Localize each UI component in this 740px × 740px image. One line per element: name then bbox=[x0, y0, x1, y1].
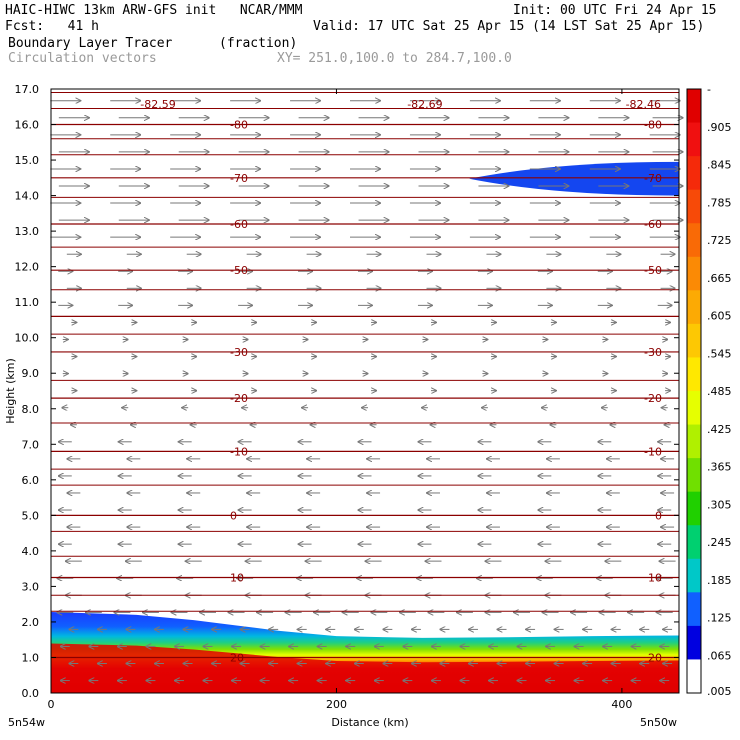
colorbar-swatch bbox=[687, 625, 701, 660]
colorbar-label: .425 bbox=[707, 423, 732, 436]
model-title: HAIC-HIWC 13km ARW-GFS init NCAR/MMM bbox=[5, 3, 303, 18]
isotherm-label: 20 bbox=[230, 651, 244, 664]
y-tick-label: 9.0 bbox=[22, 367, 40, 380]
isotherm-label: -10 bbox=[230, 445, 248, 458]
colorbar-label: .485 bbox=[707, 385, 732, 398]
isotherm-label: -20 bbox=[644, 392, 662, 405]
colorbar-swatch bbox=[687, 458, 701, 493]
colorbar-label: .605 bbox=[707, 310, 732, 323]
colorbar-label: .185 bbox=[707, 574, 732, 587]
colorbar-swatch bbox=[687, 424, 701, 459]
isotherm-label: 10 bbox=[648, 572, 662, 585]
isotherm-label: -70 bbox=[644, 172, 662, 185]
colorbar-label: .065 bbox=[707, 649, 732, 662]
colorbar-label: .905 bbox=[707, 121, 732, 134]
colorbar-swatch bbox=[687, 525, 701, 560]
colorbar-swatch bbox=[687, 558, 701, 593]
colorbar-label: .245 bbox=[707, 536, 732, 549]
plot-frame bbox=[50, 88, 680, 694]
colorbar-swatch bbox=[687, 290, 701, 325]
y-tick-label: 3.0 bbox=[22, 580, 40, 593]
cross-section-xy: XY= 251.0,100.0 to 284.7,100.0 bbox=[277, 51, 512, 66]
colorbar-swatch bbox=[687, 156, 701, 191]
isotherm-label: -50 bbox=[230, 264, 248, 277]
y-tick-label: 5.0 bbox=[22, 509, 40, 522]
colorbar-frame bbox=[686, 88, 702, 694]
forecast-hour: Fcst: 41 h bbox=[5, 19, 99, 34]
isotherm-label: 20 bbox=[648, 651, 662, 664]
minimum-label: -82.46 bbox=[626, 98, 661, 111]
y-tick-label: 11.0 bbox=[15, 296, 40, 309]
colorbar-label: .125 bbox=[707, 612, 732, 625]
y-tick-label: 1.0 bbox=[22, 651, 40, 664]
colorbar-swatch bbox=[687, 89, 701, 124]
isotherm-label: -30 bbox=[644, 346, 662, 359]
colorbar-swatch bbox=[687, 323, 701, 358]
y-tick-label: 4.0 bbox=[22, 545, 40, 558]
x-axis-label: Distance (km) bbox=[331, 716, 408, 729]
isotherm-label: -80 bbox=[644, 119, 662, 132]
colorbar-swatch bbox=[687, 256, 701, 291]
isotherm-label: -20 bbox=[230, 392, 248, 405]
minimum-label: -82.69 bbox=[407, 98, 442, 111]
isotherm-label: -80 bbox=[230, 119, 248, 132]
vector-title: Circulation vectors bbox=[8, 51, 157, 66]
x-tick-label: 200 bbox=[326, 698, 347, 711]
colorbar-swatch bbox=[687, 391, 701, 426]
y-tick-label: 17.0 bbox=[15, 83, 40, 96]
minimum-label: -82.59 bbox=[140, 98, 175, 111]
y-tick-label: 13.0 bbox=[15, 225, 40, 238]
colorbar-label: .725 bbox=[707, 234, 732, 247]
colorbar-swatch bbox=[687, 189, 701, 224]
x-tick-label: 0 bbox=[48, 698, 55, 711]
y-tick-label: 7.0 bbox=[22, 438, 40, 451]
isotherm-label: 0 bbox=[230, 509, 237, 522]
colorbar-label: .305 bbox=[707, 498, 732, 511]
isotherm-label: -50 bbox=[644, 264, 662, 277]
x-right-location: 5n50w bbox=[640, 716, 677, 729]
y-tick-label: 16.0 bbox=[15, 119, 40, 132]
colorbar-label: .005 bbox=[707, 685, 732, 698]
y-tick-label: 8.0 bbox=[22, 403, 40, 416]
y-tick-label: 10.0 bbox=[15, 332, 40, 345]
colorbar-swatch bbox=[687, 491, 701, 526]
colorbar-swatch bbox=[687, 659, 701, 694]
isotherm-label: -70 bbox=[230, 172, 248, 185]
x-left-location: 5n54w bbox=[8, 716, 45, 729]
y-tick-label: 15.0 bbox=[15, 154, 40, 167]
colorbar-swatch bbox=[687, 357, 701, 392]
colorbar-label: .365 bbox=[707, 461, 732, 474]
field-units: (fraction) bbox=[219, 36, 298, 51]
y-tick-label: 0.0 bbox=[22, 687, 40, 700]
isotherm-label: -60 bbox=[644, 218, 662, 231]
colorbar-swatch bbox=[687, 223, 701, 258]
colorbar-swatch bbox=[687, 122, 701, 157]
valid-time: Valid: 17 UTC Sat 25 Apr 15 (14 LST Sat … bbox=[313, 19, 705, 34]
y-tick-label: 6.0 bbox=[22, 474, 40, 487]
x-tick-label: 400 bbox=[611, 698, 632, 711]
init-time: Init: 00 UTC Fri 24 Apr 15 bbox=[513, 3, 717, 18]
isotherm-label: -10 bbox=[644, 445, 662, 458]
isotherm-label: 0 bbox=[655, 509, 662, 522]
y-tick-label: 14.0 bbox=[15, 190, 40, 203]
colorbar-label: .665 bbox=[707, 272, 732, 285]
y-tick-label: 2.0 bbox=[22, 616, 40, 629]
y-tick-label: 12.0 bbox=[15, 261, 40, 274]
colorbar-label: .545 bbox=[707, 347, 732, 360]
field-title: Boundary Layer Tracer bbox=[8, 36, 173, 51]
isotherm-label: -30 bbox=[230, 346, 248, 359]
colorbar-label: .785 bbox=[707, 196, 732, 209]
colorbar-label: - bbox=[707, 83, 711, 96]
colorbar-swatch bbox=[687, 592, 701, 627]
isotherm-label: -60 bbox=[230, 218, 248, 231]
y-axis-label: Height (km) bbox=[4, 358, 17, 424]
colorbar-label: .845 bbox=[707, 159, 732, 172]
isotherm-label: 10 bbox=[230, 572, 244, 585]
